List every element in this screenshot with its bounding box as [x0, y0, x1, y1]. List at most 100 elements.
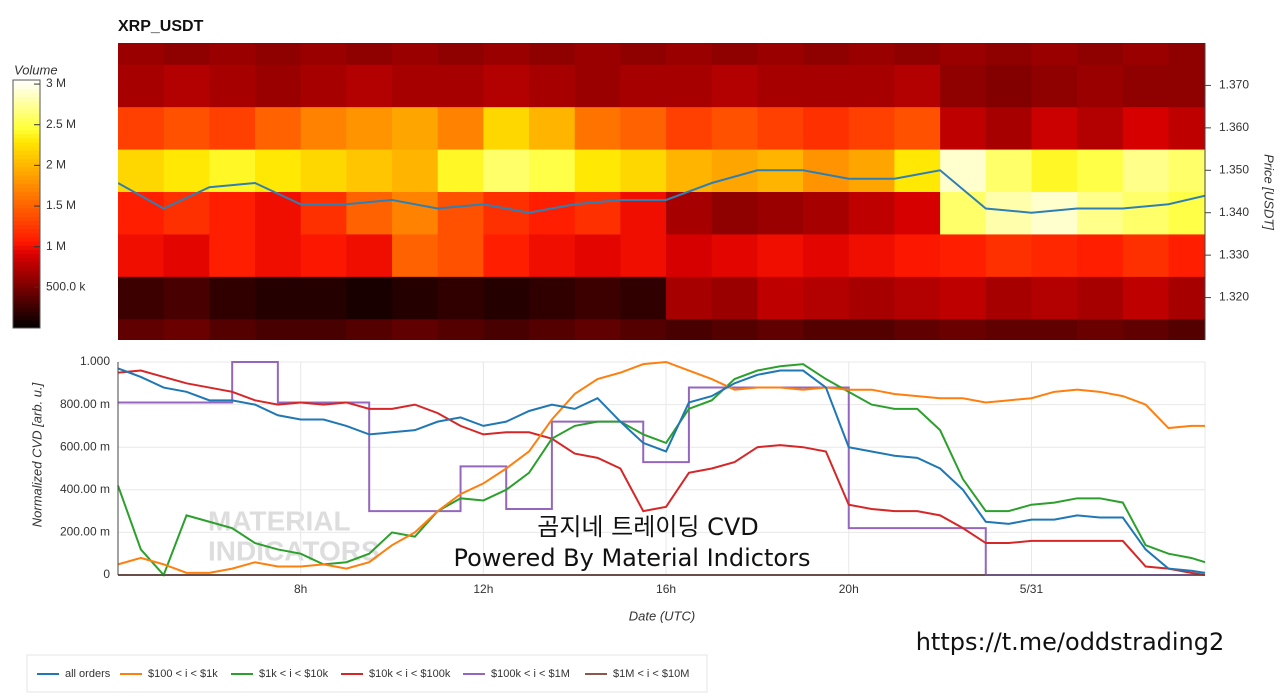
- heat-cell: [985, 106, 1032, 150]
- heat-cell: [666, 191, 713, 235]
- heat-cell: [620, 64, 667, 108]
- heat-cell: [437, 106, 484, 150]
- heat-cell: [848, 106, 895, 150]
- colorbar-swatch: [13, 117, 40, 122]
- colorbar-swatch: [13, 278, 40, 284]
- heat-cell: [1168, 43, 1205, 65]
- colorbar-swatch: [13, 92, 40, 98]
- heat-cell: [666, 64, 713, 108]
- colorbar-swatch: [13, 170, 40, 176]
- heat-cell: [666, 106, 713, 150]
- heat-cell: [1077, 233, 1124, 277]
- colorbar-swatch: [13, 195, 40, 201]
- colorbar-swatch: [13, 133, 40, 139]
- heat-cell: [940, 233, 987, 277]
- colorbar-swatch: [13, 270, 40, 275]
- heat-cell: [757, 318, 804, 340]
- colorbar-swatch: [13, 80, 40, 85]
- colorbar-swatch: [13, 249, 40, 255]
- colorbar-swatch: [13, 220, 40, 226]
- colorbar-swatch: [13, 315, 40, 321]
- heat-cell: [803, 43, 850, 65]
- heat-cell: [803, 149, 850, 192]
- heat-cell: [620, 276, 667, 320]
- heat-cell: [437, 318, 484, 340]
- watermark: INDICATORS: [208, 535, 380, 566]
- heat-cell: [346, 64, 393, 108]
- colorbar-swatch: [13, 179, 40, 184]
- annotation: https://t.me/oddstrading2: [916, 628, 1225, 656]
- heat-cell: [711, 64, 758, 108]
- heat-cell: [574, 191, 621, 235]
- colorbar-swatch: [13, 187, 40, 193]
- heat-cell: [437, 64, 484, 108]
- y-axis-label: Price [USDT]: [1262, 154, 1277, 230]
- heat-cell: [255, 43, 302, 65]
- heat-cell: [894, 64, 941, 108]
- y-tick-label: 200.00 m: [60, 525, 110, 539]
- heat-cell: [894, 233, 941, 277]
- heat-cell: [894, 318, 941, 340]
- series-line: [117, 369, 1206, 576]
- heat-cell: [163, 233, 210, 277]
- heat-cell: [894, 191, 941, 235]
- colorbar-tick-label: 3 M: [46, 76, 66, 90]
- colorbar-swatch: [13, 199, 40, 205]
- heat-cell: [346, 318, 393, 340]
- colorbar-swatch: [13, 204, 40, 209]
- colorbar-swatch: [13, 154, 40, 160]
- colorbar-swatch: [13, 158, 40, 164]
- heat-cell: [392, 64, 439, 108]
- heat-cell: [711, 43, 758, 65]
- heat-cell: [300, 318, 347, 340]
- heat-cell: [711, 318, 758, 340]
- heat-cell: [1168, 318, 1205, 340]
- legend-label: $100k < i < $1M: [491, 668, 570, 680]
- heat-cell: [529, 149, 576, 192]
- colorbar-swatch: [13, 299, 40, 304]
- heat-cell: [1031, 233, 1078, 277]
- heat-cell: [757, 233, 804, 277]
- heat-cell: [848, 318, 895, 340]
- legend-label: $100 < i < $1k: [148, 668, 218, 680]
- heat-cell: [757, 43, 804, 65]
- price-line: [118, 169, 1205, 214]
- colorbar-swatch: [13, 121, 40, 126]
- heat-cell: [300, 106, 347, 150]
- heat-cell: [620, 191, 667, 235]
- series-line: [117, 367, 1206, 574]
- y-tick-label: 1.340: [1219, 205, 1249, 219]
- colorbar-swatch: [13, 303, 40, 308]
- heat-cell: [392, 191, 439, 235]
- heat-cell: [1077, 149, 1124, 192]
- heat-cell: [1031, 64, 1078, 108]
- heat-cell: [574, 318, 621, 340]
- legend-label: $10k < i < $100k: [369, 668, 451, 680]
- colorbar-swatch: [13, 146, 40, 151]
- heat-cell: [894, 106, 941, 150]
- watermark: MATERIAL: [208, 505, 351, 536]
- heat-cell: [209, 191, 256, 235]
- heat-cell: [346, 191, 393, 235]
- heat-cell: [163, 64, 210, 108]
- colorbar-frame: [12, 79, 41, 329]
- heat-cell: [1031, 318, 1078, 340]
- colorbar-swatch: [13, 253, 40, 259]
- colorbar-swatch: [13, 311, 40, 317]
- heat-cell: [1031, 106, 1078, 150]
- heat-cell: [300, 43, 347, 65]
- colorbar-swatch: [13, 257, 40, 263]
- x-tick-label: 8h: [294, 582, 307, 596]
- heat-cell: [437, 276, 484, 320]
- heat-cell: [255, 64, 302, 108]
- heat-cell: [118, 276, 165, 320]
- colorbar-swatch: [13, 245, 40, 250]
- heat-cell: [483, 318, 530, 340]
- colorbar-swatch: [13, 208, 40, 213]
- heat-cell: [666, 233, 713, 277]
- heat-cell: [1122, 276, 1169, 320]
- heat-cell: [574, 64, 621, 108]
- y-tick-label: 1.360: [1219, 120, 1249, 134]
- heat-cell: [255, 191, 302, 235]
